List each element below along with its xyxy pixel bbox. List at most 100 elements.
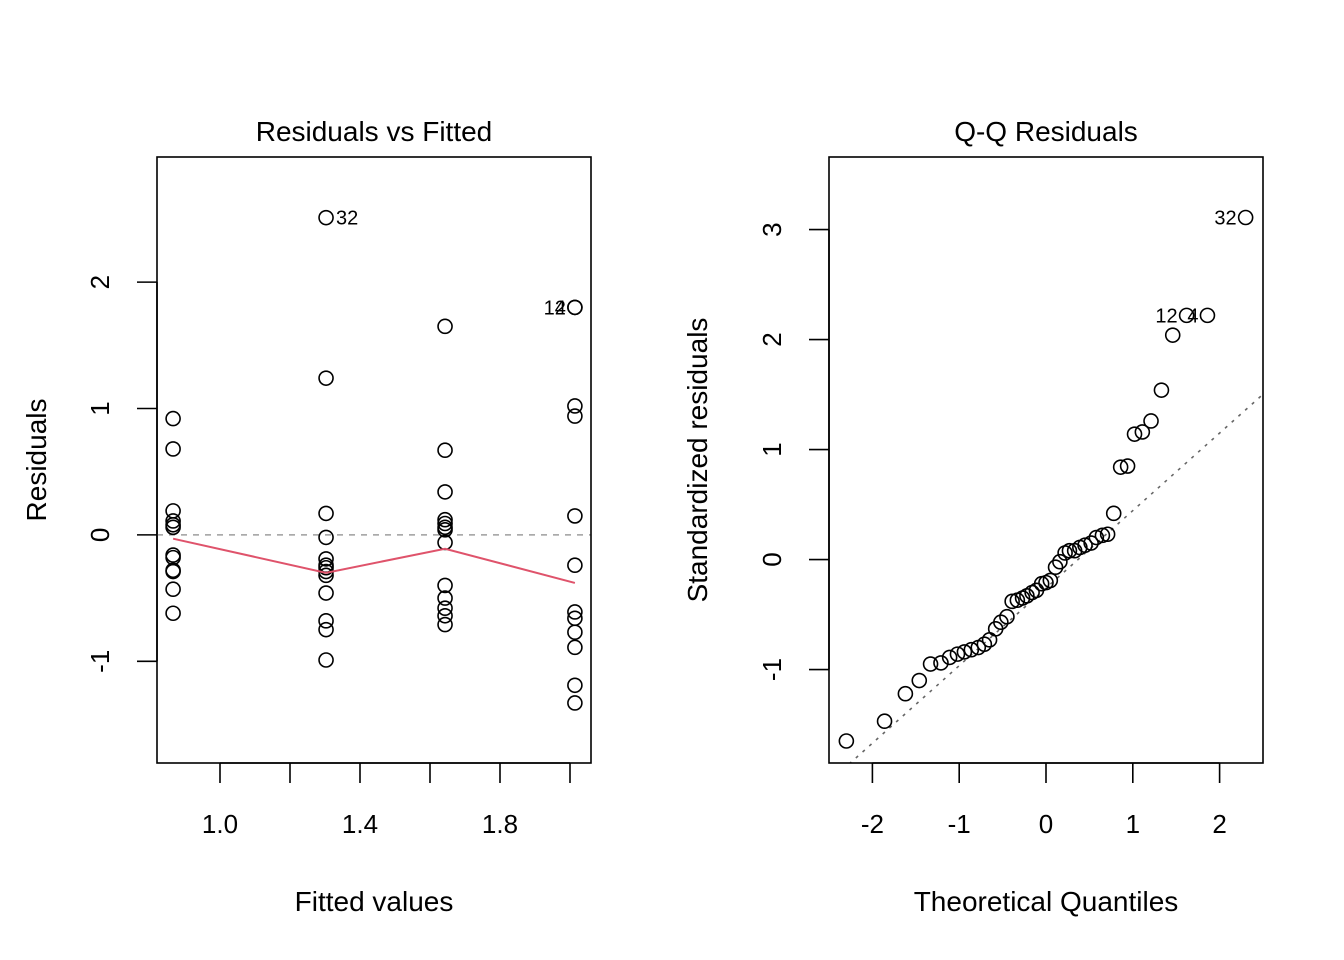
y-axis-label: Residuals (21, 399, 52, 522)
data-point (567, 299, 583, 316)
data-point (1199, 307, 1216, 324)
y-tick-label: 0 (85, 528, 115, 542)
data-point (956, 644, 973, 660)
data-point (1237, 209, 1254, 226)
data-point (318, 505, 334, 522)
point-label: 4 (1187, 305, 1198, 327)
data-point (165, 441, 181, 457)
data-point (567, 695, 583, 711)
data-point (318, 567, 334, 584)
residuals-vs-fitted-panel: Residuals vs Fitted Fitted values Residu… (21, 116, 592, 917)
y-tick-label: 3 (757, 222, 787, 236)
y-tick-label: 1 (757, 442, 787, 456)
x-tick-label: 2 (1212, 809, 1226, 839)
data-point (567, 408, 583, 424)
data-point (318, 652, 334, 668)
x-tick-label: 0 (1039, 809, 1053, 839)
point-label: 32 (336, 208, 358, 230)
data-point (1143, 413, 1159, 429)
data-point (941, 649, 958, 666)
plot-frame (828, 156, 1264, 764)
y-tick-label: 1 (85, 401, 115, 415)
data-point (999, 608, 1015, 625)
y-tick-label: -1 (757, 658, 787, 681)
plot-area: 32 124 (157, 208, 591, 711)
data-point (437, 515, 453, 532)
data-point (567, 639, 583, 656)
data-point (567, 677, 583, 694)
data-point (1052, 553, 1068, 570)
point-label: 12 (544, 297, 566, 319)
data-point (1164, 327, 1181, 343)
chart-title: Q-Q Residuals (954, 116, 1138, 147)
x-tick-label: -1 (948, 809, 971, 839)
data-point (1105, 505, 1122, 522)
data-point (876, 713, 893, 730)
chart-title: Residuals vs Fitted (256, 116, 493, 147)
x-tick-label: -2 (861, 809, 884, 839)
data-point (437, 607, 453, 624)
plot-area: 12 4 32 (838, 207, 1263, 763)
data-point (1119, 458, 1136, 474)
data-point (437, 511, 453, 528)
data-point (567, 557, 583, 574)
y-tick-label: 2 (757, 332, 787, 346)
x-tick-label: 1.0 (202, 809, 238, 839)
x-tick-label: 1 (1126, 809, 1140, 839)
data-point (437, 522, 453, 538)
data-point (318, 209, 334, 226)
data-point (1094, 527, 1111, 544)
data-point (165, 519, 181, 536)
data-point (976, 636, 993, 653)
data-point (165, 581, 181, 598)
data-point (318, 551, 334, 567)
data-point (911, 672, 928, 689)
y-tick-label: 2 (85, 275, 115, 289)
data-point (318, 370, 334, 386)
y-axis-label: Standardized residuals (682, 318, 713, 603)
data-point (165, 513, 181, 529)
x-axis-label: Theoretical Quantiles (914, 886, 1179, 917)
y-tick-label: -1 (85, 650, 115, 673)
point-label: 32 (1214, 207, 1236, 229)
data-point (318, 585, 334, 601)
x-tick-label: 1.4 (342, 809, 378, 839)
data-point (318, 613, 334, 629)
data-point (1061, 542, 1078, 559)
data-point (1153, 382, 1170, 398)
data-point (567, 624, 583, 640)
plot-content (838, 209, 1263, 763)
data-point (437, 577, 453, 594)
data-point (897, 685, 914, 702)
data-point (1042, 572, 1059, 589)
data-point (1004, 593, 1020, 610)
qq-reference-line (849, 393, 1263, 763)
point-label: 12 (1155, 305, 1177, 327)
data-point (437, 590, 453, 606)
data-point (318, 559, 334, 576)
data-point (838, 733, 855, 749)
plot-content (157, 209, 591, 711)
data-point (437, 442, 453, 459)
y-tick-label: 0 (757, 552, 787, 566)
data-point (1099, 526, 1116, 543)
qq-residuals-panel: Q-Q Residuals Theoretical Quantiles Stan… (682, 116, 1264, 917)
data-point (567, 604, 583, 620)
data-point (963, 641, 980, 658)
data-point (437, 318, 453, 335)
data-point (1047, 559, 1064, 576)
data-point (1178, 307, 1195, 324)
data-point (949, 646, 966, 662)
point-label: 4 (555, 297, 566, 319)
data-point (437, 600, 453, 616)
data-point (1126, 426, 1143, 442)
data-point (318, 529, 334, 546)
smooth-trend-line (172, 537, 576, 584)
data-point (1112, 459, 1129, 475)
data-point (437, 616, 453, 633)
plot-frame (156, 156, 592, 764)
data-point (165, 410, 181, 427)
x-tick-label: 1.8 (482, 809, 518, 839)
